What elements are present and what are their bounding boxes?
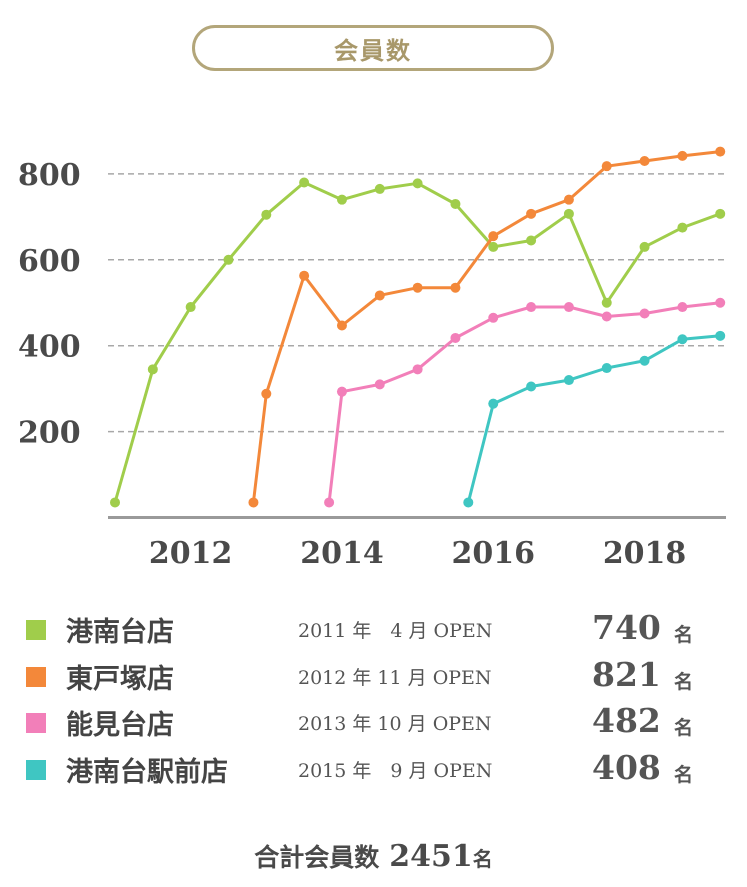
data-point <box>488 231 499 242</box>
data-point <box>450 198 461 209</box>
data-point <box>488 398 499 409</box>
total-value: 2451 <box>389 839 473 874</box>
data-point <box>601 297 612 308</box>
data-point <box>450 282 461 293</box>
data-point <box>526 208 537 219</box>
data-point <box>601 311 612 322</box>
data-point <box>324 497 335 508</box>
data-point <box>261 209 272 220</box>
data-point <box>526 381 537 392</box>
y-tick-label: 800 <box>18 158 81 193</box>
data-point <box>412 364 423 375</box>
data-point <box>299 177 310 188</box>
legend-swatch <box>26 667 46 687</box>
legend-swatch <box>26 620 46 640</box>
legend-store-name: 能見台店 <box>66 710 174 741</box>
data-point <box>336 320 347 331</box>
data-point <box>299 270 310 281</box>
chart-title: 会員数 <box>192 25 554 71</box>
total-label: 合計会員数 <box>254 843 380 872</box>
x-tick-label: 2014 <box>300 536 384 571</box>
legend-member-count: 821 <box>592 655 661 694</box>
data-point <box>601 161 612 172</box>
legend-unit: 名 <box>674 764 694 786</box>
data-point <box>488 241 499 252</box>
legend-store-name: 港南台店 <box>66 617 174 648</box>
data-point <box>261 388 272 399</box>
line-chart: 200 400 600 800 2012 2014 2016 2018 <box>18 146 726 571</box>
legend-unit: 名 <box>674 671 694 693</box>
series-line <box>251 150 721 503</box>
legend-open-date: 2015 年 9 月 OPEN <box>298 760 493 782</box>
y-tick-label: 400 <box>18 330 81 365</box>
data-point <box>374 183 385 194</box>
data-point <box>715 208 726 219</box>
data-point <box>374 379 385 390</box>
legend-row-nokendai: 能見台店 2013 年 10 月 OPEN 482 名 <box>26 701 726 743</box>
series-line <box>327 301 721 503</box>
legend-row-konandai: 港南台店 2011 年 4 月 OPEN 740 名 <box>26 608 726 650</box>
data-point <box>639 156 650 167</box>
data-point <box>463 497 474 508</box>
y-tick-label: 200 <box>18 416 81 451</box>
total-unit: 名 <box>472 847 493 871</box>
series-line <box>466 334 721 503</box>
data-point <box>677 222 688 233</box>
data-point <box>563 375 574 386</box>
data-point <box>147 364 158 375</box>
data-point <box>563 208 574 219</box>
legend-swatch <box>26 713 46 733</box>
legend-unit: 名 <box>674 624 694 646</box>
data-point <box>223 254 234 265</box>
legend-open-date: 2011 年 4 月 OPEN <box>298 620 493 642</box>
legend-row-higashitotsuka: 東戸塚店 2012 年 11 月 OPEN 821 名 <box>26 655 726 697</box>
data-point <box>677 334 688 345</box>
series-line <box>113 181 721 503</box>
y-tick-label: 600 <box>18 244 81 279</box>
data-point <box>336 194 347 205</box>
data-point <box>488 312 499 323</box>
total-members: 合計会員数 2451名 <box>0 838 747 874</box>
x-tick-label: 2016 <box>452 536 536 571</box>
legend-row-konandai-ekimae: 港南台駅前店 2015 年 9 月 OPEN 408 名 <box>26 748 726 790</box>
data-point <box>601 363 612 374</box>
data-point <box>715 297 726 308</box>
data-point <box>715 146 726 157</box>
data-point <box>639 241 650 252</box>
legend-member-count: 408 <box>592 748 661 787</box>
data-point <box>563 194 574 205</box>
data-point <box>526 302 537 313</box>
data-point <box>450 332 461 343</box>
data-point <box>110 497 120 508</box>
legend-store-name: 港南台駅前店 <box>66 757 228 788</box>
data-point <box>412 178 423 189</box>
data-point <box>677 150 688 161</box>
data-point <box>639 355 650 366</box>
x-tick-label: 2012 <box>149 536 233 571</box>
legend-member-count: 740 <box>592 608 661 647</box>
data-point <box>563 302 574 313</box>
data-point <box>336 386 347 397</box>
data-point <box>639 308 650 319</box>
x-tick-label: 2018 <box>603 536 687 571</box>
data-point <box>715 330 726 341</box>
legend-member-count: 482 <box>592 701 661 740</box>
data-point <box>248 497 259 508</box>
legend-store-name: 東戸塚店 <box>66 664 174 695</box>
data-point <box>374 290 385 301</box>
data-point <box>185 302 196 313</box>
legend-open-date: 2013 年 10 月 OPEN <box>298 713 492 735</box>
legend-unit: 名 <box>674 717 694 739</box>
data-point <box>526 235 537 246</box>
data-point <box>412 282 423 293</box>
data-point <box>677 302 688 313</box>
legend-swatch <box>26 760 46 780</box>
legend-open-date: 2012 年 11 月 OPEN <box>298 667 492 689</box>
